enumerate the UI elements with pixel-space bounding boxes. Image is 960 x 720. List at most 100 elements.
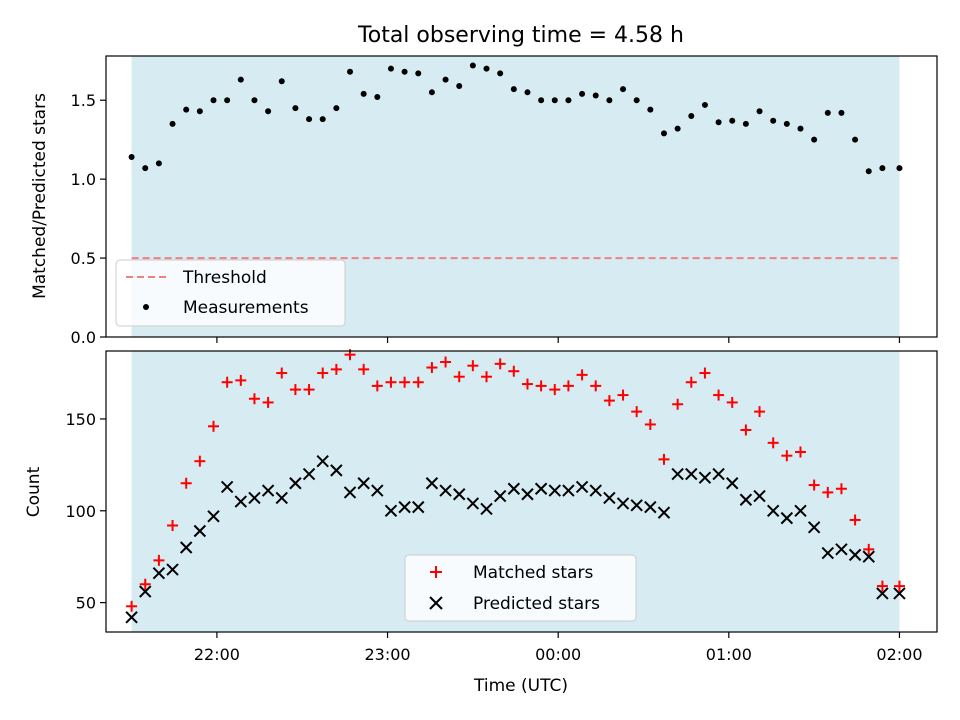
top-axes-frame [105, 55, 938, 338]
predicted-star-point [630, 499, 643, 512]
matched-star-point [180, 477, 192, 489]
measurement-point [387, 65, 394, 72]
matched-star-point [371, 380, 383, 392]
legend-threshold-label: Threshold [182, 268, 267, 288]
measurement-point [456, 82, 463, 89]
bottom-xtick-label: 02:00 [876, 645, 922, 664]
matched-star-point [685, 376, 697, 388]
predicted-star-point [603, 491, 616, 505]
measurement-point [183, 106, 190, 113]
matched-star-point [126, 600, 138, 612]
measurement-point [497, 70, 504, 77]
predicted-star-point [275, 491, 288, 505]
predicted-star-point [893, 587, 906, 600]
predicted-star-point [357, 477, 370, 490]
measurement-point [783, 120, 790, 127]
measurement-point [524, 89, 531, 96]
measurement-point [292, 105, 299, 112]
measurement-point [415, 70, 422, 77]
matched-star-point [549, 384, 561, 396]
predicted-star-point [371, 484, 384, 497]
legend-measurements-label: Measurements [183, 298, 309, 318]
matched-star-point [617, 389, 629, 401]
matched-star-point [576, 369, 588, 381]
predicted-star-point [480, 502, 493, 516]
measurement-point [811, 136, 818, 143]
measurement-point [633, 97, 640, 104]
matched-star-point [893, 580, 905, 592]
matched-star-point [385, 376, 397, 388]
predicted-star-point [753, 489, 766, 503]
bottom-panel: 50 100 150 22:00 23:00 00:00 01:00 02:00 Count… [24, 349, 938, 696]
measurement-point [879, 165, 886, 172]
predicted-star-point [821, 546, 834, 560]
predicted-star-point [862, 550, 875, 563]
matched-star-point [863, 543, 875, 555]
bottom-ytick-label: 100 [65, 502, 96, 521]
matched-star-point [535, 380, 547, 392]
measurement-point [251, 97, 258, 104]
measurement-point [319, 116, 326, 123]
predicted-star-point [316, 454, 329, 468]
matched-star-point [481, 371, 493, 383]
legend-matched-swatch [430, 566, 442, 578]
predicted-star-point [698, 471, 712, 484]
predicted-star-point [521, 488, 534, 501]
matched-star-point [672, 398, 684, 410]
matched-star-point [726, 396, 738, 408]
matched-star-point [276, 367, 288, 379]
measurement-point [592, 92, 599, 99]
legend-predicted-swatch [429, 596, 443, 610]
predicted-star-point [466, 497, 480, 510]
predicted-star-point [616, 497, 630, 510]
measurement-point [715, 119, 722, 126]
top-panel: 0.0 0.5 1.0 1.5 Matched/Predicted stars Thr… [30, 55, 938, 347]
matched-star-point [658, 453, 670, 465]
predicted-star-point [507, 482, 521, 495]
predicted-star-point [848, 548, 862, 562]
predicted-star-point [766, 504, 780, 517]
measurement-point [742, 120, 749, 127]
matched-star-point [508, 365, 520, 377]
matched-star-point [303, 384, 315, 396]
predicted-star-point [384, 504, 398, 517]
matched-star-point [603, 395, 615, 407]
predicted-star-point [261, 484, 275, 497]
legend-predicted-label: Predicted stars [473, 594, 600, 614]
predicted-star-point [234, 495, 248, 508]
measurement-point [729, 117, 736, 124]
bottom-xtick-label: 01:00 [706, 645, 752, 664]
matched-star-point [412, 376, 424, 388]
measurement-point [770, 117, 777, 124]
measurement-point [551, 97, 558, 104]
matched-star-point [767, 437, 779, 449]
predicted-star-point [644, 500, 657, 514]
matched-star-point [426, 362, 438, 374]
bottom-legend-box [404, 554, 637, 622]
predicted-star-point [289, 477, 302, 490]
chart-title: Total observing time = 4.58 h [357, 23, 684, 48]
matched-star-point [849, 514, 861, 526]
measurement-point [278, 78, 285, 85]
legend-matched-label: Matched stars [473, 563, 593, 583]
matched-star-point [440, 356, 452, 368]
measurement-point [838, 109, 845, 116]
matched-star-point [794, 446, 806, 458]
measurement-point [865, 168, 872, 175]
matched-star-point [194, 455, 206, 467]
measurement-point [142, 165, 149, 172]
predicted-star-point [166, 563, 179, 576]
bottom-ytick-label: 150 [65, 410, 96, 429]
predicted-star-point [780, 511, 794, 525]
measurement-point [606, 97, 613, 104]
matched-star-point [835, 483, 847, 495]
measurement-point [128, 154, 135, 161]
matched-star-point [740, 424, 752, 436]
measurement-point [688, 112, 695, 119]
matched-star-point [521, 378, 533, 390]
bottom-x-ticks: 22:00 23:00 00:00 01:00 02:00 [194, 632, 923, 664]
top-ytick-label: 0.5 [71, 249, 96, 268]
measurement-point [169, 120, 176, 127]
top-legend: Threshold Measurements [115, 259, 346, 327]
measurement-point [442, 76, 449, 83]
